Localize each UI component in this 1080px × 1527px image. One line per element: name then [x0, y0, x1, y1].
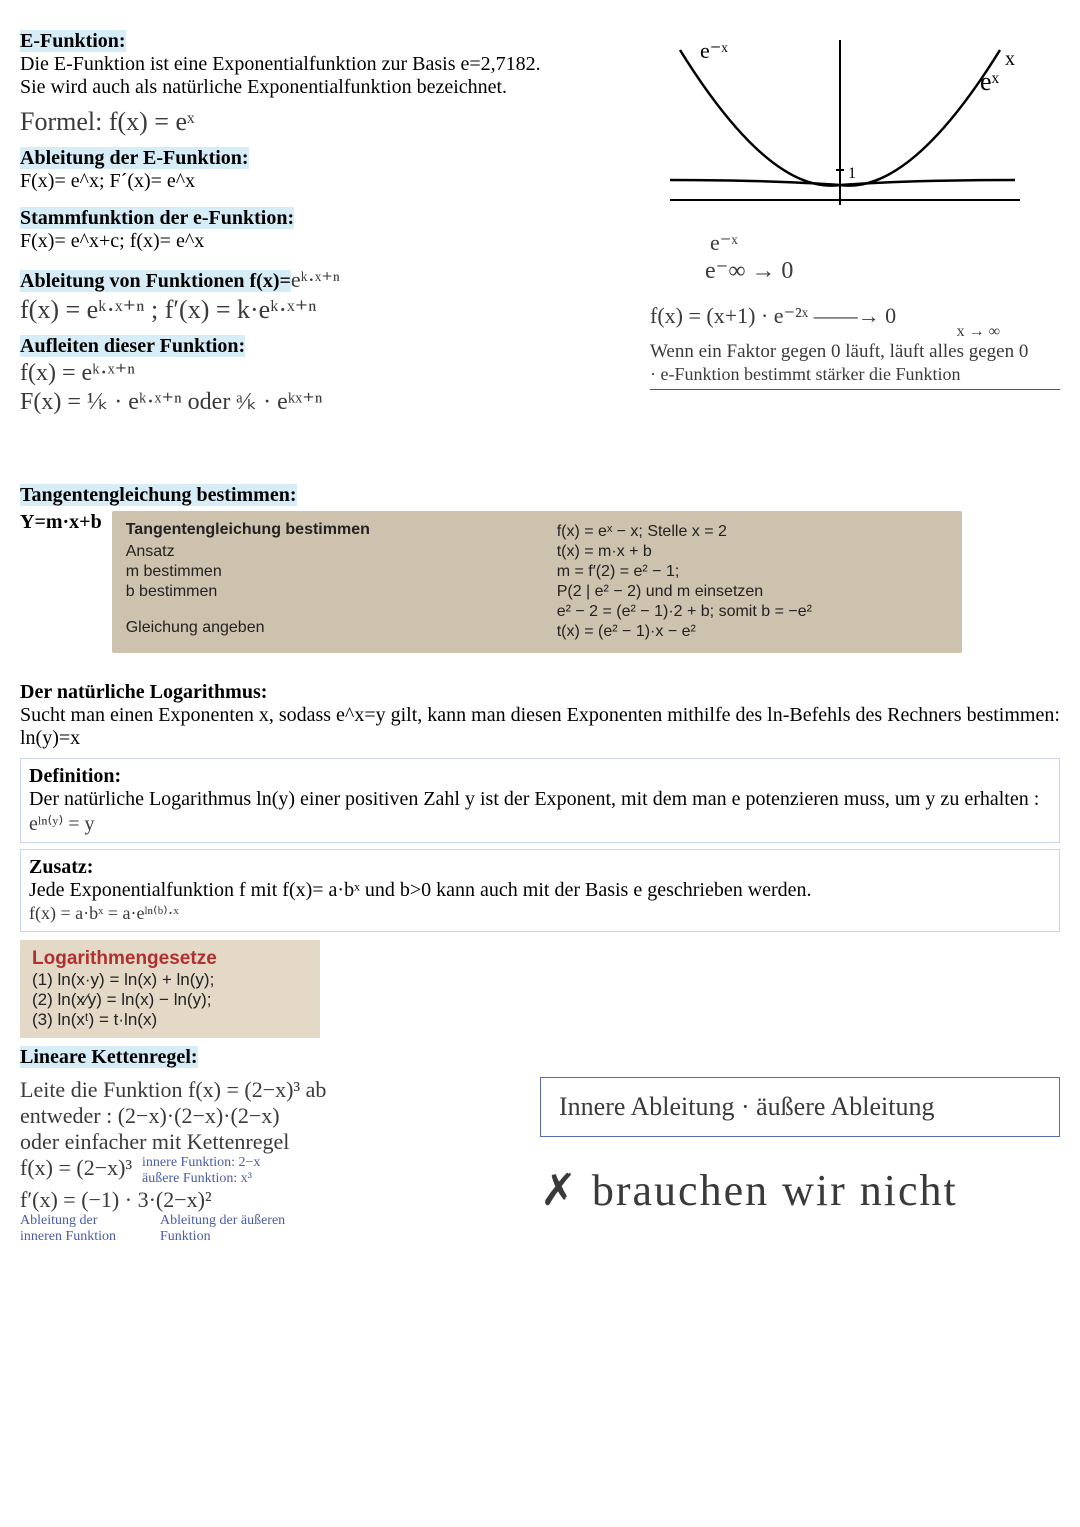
tanbox-right-r5: t(x) = (e² − 1)·x − e²: [557, 623, 948, 641]
chain-h3: oder einfacher mit Kettenregel: [20, 1129, 520, 1155]
graph-below1: e⁻ˣ: [710, 230, 1060, 256]
definition-hand: eˡⁿ⁽ʸ⁾ = y: [29, 813, 95, 835]
logrules-box: Logarithmengesetze (1) ln(x·y) = ln(x) +…: [20, 940, 320, 1038]
zusatz-hand: f(x) = a·bˣ = a·eˡⁿ⁽ᵇ⁾·ˣ: [29, 903, 179, 923]
zusatz-box: Zusatz: Jede Exponentialfunktion f mit f…: [20, 849, 1060, 932]
chainrule-title: Lineare Kettenregel:: [20, 1046, 198, 1068]
chain-h5-note1: Ableitung der inneren Funktion: [20, 1213, 140, 1245]
chainrule-box: Innere Ableitung · äußere Ableitung: [540, 1077, 1060, 1137]
zusatz-title: Zusatz:: [29, 856, 93, 878]
chain-h4: f(x) = (2−x)³: [20, 1155, 132, 1181]
chain-h2: entweder : (2−x)·(2−x)·(2−x): [20, 1103, 520, 1129]
logrules-title: Logarithmengesetze: [32, 948, 308, 970]
antiderivative-title: Stammfunktion der e-Funktion:: [20, 207, 294, 229]
side-notes: f(x) = (x+1) · e⁻²ˣ ——→ 0 x → ∞ Wenn ein…: [650, 303, 1060, 390]
tanbox-left-r3: b bestimmen: [126, 583, 517, 601]
chain-deriv-title: Ableitung von Funktionen f(x)=: [20, 270, 291, 292]
integrate-section: Aufleiten dieser Funktion: f(x) = eᵏ·ˣ⁺ⁿ…: [20, 335, 630, 416]
right-column: 1 e⁻ˣ eˣ x e⁻ˣ e⁻∞ → 0 f(x) = (x+1) · e⁻…: [650, 30, 1060, 424]
tangent-box-left: Tangentengleichung bestimmen Ansatz m be…: [126, 521, 517, 643]
tangent-sub: Y=m·x+b: [20, 511, 102, 534]
zusatz-body: Jede Exponentialfunktion f mit f(x)= a·b…: [29, 879, 812, 901]
tanbox-left-r2: m bestimmen: [126, 563, 517, 581]
chainrule-two-col: Leite die Funktion f(x) = (2−x)³ ab entw…: [20, 1077, 1060, 1245]
tanbox-left-r1: Ansatz: [126, 543, 517, 561]
graph-tick-1: 1: [848, 165, 856, 182]
tangent-box: Tangentengleichung bestimmen Ansatz m be…: [112, 511, 962, 653]
chain-deriv-hand: f(x) = eᵏ·ˣ⁺ⁿ ; f′(x) = k·eᵏ·ˣ⁺ⁿ: [20, 295, 630, 325]
tanbox-right-r0: f(x) = eˣ − x; Stelle x = 2: [557, 523, 948, 541]
graph-label-right: eˣ: [980, 67, 1000, 96]
chainrule-big: ✗ brauchen wir nicht: [540, 1167, 1060, 1215]
natlog-title: Der natürliche Logarithmus:: [20, 681, 267, 703]
left-column: E-Funktion: Die E-Funktion ist eine Expo…: [20, 30, 630, 424]
formel-handwriting: Formel: f(x) = eˣ: [20, 107, 630, 137]
chain-deriv-section: Ableitung von Funktionen f(x)=eᵏ·ˣ⁺ⁿ f(x…: [20, 267, 630, 325]
derivative-body: F(x)= e^x; F´(x)= e^x: [20, 170, 195, 192]
definition-box: Definition: Der natürliche Logarithmus l…: [20, 758, 1060, 843]
side-note-3: Wenn ein Faktor gegen 0 läuft, läuft all…: [650, 341, 1060, 364]
tanbox-left-r4: Gleichung angeben: [126, 619, 517, 637]
graph-x-label: x: [1005, 48, 1015, 70]
side-note-4: · e-Funktion bestimmt stärker die Funkti…: [650, 364, 1060, 390]
chain-h5-note2: Ableitung der äußeren Funktion: [160, 1213, 310, 1245]
derivative-section: Ableitung der E-Funktion: F(x)= e^x; F´(…: [20, 147, 630, 193]
logrules-r3: (3) ln(xᵗ) = t·ln(x): [32, 1010, 308, 1030]
exp-graph: 1 e⁻ˣ eˣ x: [650, 30, 1030, 230]
natlog-section: Der natürliche Logarithmus: Sucht man ei…: [20, 681, 1060, 750]
logrules-r2: (2) ln(x⁄y) = ln(x) − ln(y);: [32, 990, 308, 1010]
tangent-box-right: f(x) = eˣ − x; Stelle x = 2 t(x) = m·x +…: [557, 521, 948, 643]
tanbox-right-r2: m = f′(2) = e² − 1;: [557, 563, 948, 581]
definition-body: Der natürliche Logarithmus ln(y) einer p…: [29, 788, 1039, 810]
tanbox-right-r3: P(2 | e² − 2) und m einsetzen: [557, 583, 948, 601]
efunktion-title: E-Funktion:: [20, 30, 126, 52]
derivative-title: Ableitung der E-Funktion:: [20, 147, 249, 169]
integrate-hand2: F(x) = ¹⁄ₖ · eᵏ·ˣ⁺ⁿ oder ᵃ⁄ₖ · eᵏˣ⁺ⁿ: [20, 387, 630, 416]
definition-title: Definition:: [29, 765, 121, 787]
antiderivative-body: F(x)= e^x+c; f(x)= e^x: [20, 230, 204, 252]
efunktion-line1: Die E-Funktion ist eine Exponentialfunkt…: [20, 53, 541, 75]
chainrule-right: Innere Ableitung · äußere Ableitung ✗ br…: [540, 1077, 1060, 1245]
antiderivative-section: Stammfunktion der e-Funktion: F(x)= e^x+…: [20, 207, 630, 253]
tanbox-left-title: Tangentengleichung bestimmen: [126, 521, 517, 539]
chain-h1: Leite die Funktion f(x) = (2−x)³ ab: [20, 1077, 520, 1103]
logrules-r1: (1) ln(x·y) = ln(x) + ln(y);: [32, 970, 308, 990]
efunktion-line2: Sie wird auch als natürliche Exponential…: [20, 76, 507, 98]
tanbox-right-r1: t(x) = m·x + b: [557, 543, 948, 561]
integrate-hand1: f(x) = eᵏ·ˣ⁺ⁿ: [20, 358, 630, 387]
tangent-section: Tangentengleichung bestimmen: Y=m·x+b Ta…: [20, 484, 1060, 653]
chainrule-left: Leite die Funktion f(x) = (2−x)³ ab entw…: [20, 1077, 520, 1245]
efunktion-section: E-Funktion: Die E-Funktion ist eine Expo…: [20, 30, 630, 99]
tangent-heading: Tangentengleichung bestimmen:: [20, 484, 297, 506]
chainrule-section: Lineare Kettenregel:: [20, 1046, 1060, 1069]
natlog-body: Sucht man einen Exponenten x, sodass e^x…: [20, 704, 1060, 749]
page: E-Funktion: Die E-Funktion ist eine Expo…: [0, 0, 1080, 1265]
graph-below2: e⁻∞ → 0: [705, 256, 1060, 285]
chain-h4-note2: äußere Funktion: x³: [142, 1171, 260, 1187]
top-two-column: E-Funktion: Die E-Funktion ist eine Expo…: [20, 30, 1060, 424]
chain-deriv-title-hand: eᵏ·ˣ⁺ⁿ: [291, 267, 340, 292]
chain-h4-note1: innere Funktion: 2−x: [142, 1155, 260, 1171]
tanbox-right-r4: e² − 2 = (e² − 1)·2 + b; somit b = −e²: [557, 603, 948, 621]
chain-h5: f′(x) = (−1) · 3·(2−x)²: [20, 1187, 520, 1213]
integrate-title: Aufleiten dieser Funktion:: [20, 335, 245, 357]
graph-label-left: e⁻ˣ: [700, 38, 728, 63]
